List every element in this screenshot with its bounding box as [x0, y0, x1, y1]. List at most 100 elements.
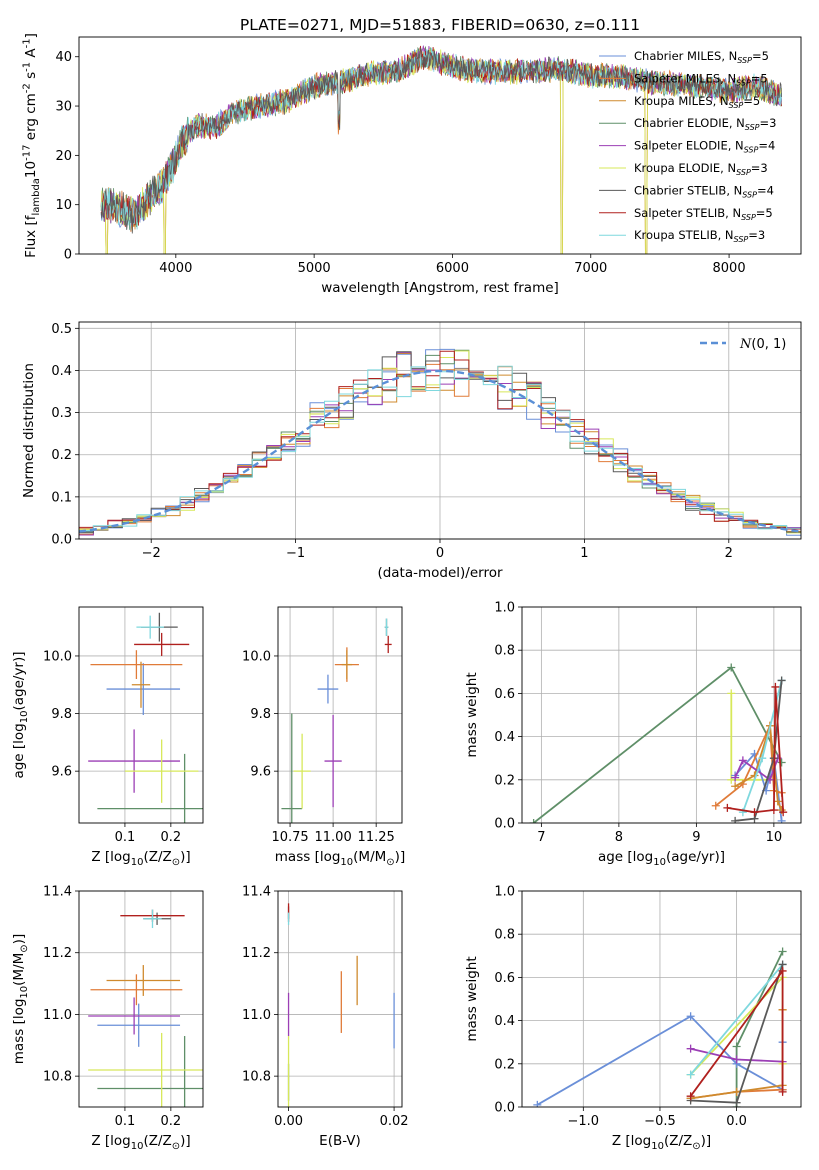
y-tick-label: 0.0 — [494, 817, 515, 832]
legend-label: Salpeter ELODIE, NSSP=4 — [634, 139, 775, 155]
weight-marker — [529, 819, 538, 823]
weight-marker — [779, 808, 788, 817]
errorbar-point-4 — [88, 729, 181, 793]
x-tick-label: −2 — [142, 546, 161, 561]
errorbar-point-8 — [143, 909, 162, 929]
legend-label: Kroupa MILES, NSSP=5 — [634, 94, 760, 110]
errorbar-point-5 — [88, 1032, 203, 1107]
axes-frame — [78, 36, 802, 255]
weight-marker — [778, 947, 787, 956]
weight-marker — [731, 782, 740, 791]
axes-frame — [78, 890, 204, 1108]
panel-age_vs_Z: 0.1 0.2 9.6 9.8 10.0 Z [log10​(Z/Z⊙​)] age [lo… — [11, 606, 204, 868]
errorbar-point-7 — [384, 635, 392, 654]
y-tick-label: 0.2 — [494, 1057, 515, 1072]
spectrum-legend: Chabrier MILES, NSSP=5 Salpeter MILES, NS… — [599, 49, 776, 244]
x-tick-label: 4000 — [159, 261, 192, 276]
x-tick-label: 9 — [692, 830, 700, 845]
y-tick-label: 10.0 — [43, 649, 72, 664]
plot-area — [79, 348, 801, 536]
x-tick-label: −0.5 — [644, 1114, 676, 1129]
y-tick-label: 0.6 — [494, 971, 515, 986]
y-tick-label: 0.2 — [51, 448, 72, 463]
figure-title: PLATE=0271, MJD=51883, FIBERID=0630, z=0… — [240, 16, 640, 34]
x-tick-label: 5000 — [298, 261, 331, 276]
x-tick-label: 0.1 — [115, 1114, 136, 1129]
weight-marker — [777, 758, 786, 767]
x-axis-label: Z [log10​(Z/Z⊙​)] — [612, 1133, 711, 1152]
y-tick-label: 11.0 — [242, 1008, 271, 1023]
y-tick-label: 0.0 — [494, 1101, 515, 1116]
x-tick-label: 0.00 — [274, 1114, 303, 1129]
weight-line-3 — [533, 666, 783, 823]
weight-marker — [727, 663, 736, 672]
x-tick-label: 2 — [725, 546, 733, 561]
errorbar-point-4 — [88, 997, 181, 1035]
x-tick-label: 6000 — [436, 261, 469, 276]
errorbar-point-5 — [293, 733, 311, 809]
y-tick-label: 11.4 — [242, 885, 271, 900]
y-tick-label: 0.8 — [494, 928, 515, 943]
plot-area — [100, 45, 782, 254]
y-tick-label: 11.2 — [43, 946, 72, 961]
x-tick-label: 0.1 — [115, 830, 136, 845]
weight-marker — [758, 754, 767, 763]
x-axis-label: wavelength [Angstrom, rest frame] — [321, 280, 559, 296]
panel-residuals: −2 −1 0 1 2 0.0 0.1 0.2 0.3 0.4 0.5 (data-model)/er… — [21, 321, 802, 581]
y-axis-label: Flux [flambda​10-17​ erg cm-2​ s-1​ A-1​… — [22, 33, 42, 258]
y-tick-label: 9.8 — [51, 707, 72, 722]
weight-marker — [686, 1070, 695, 1079]
x-tick-label: 1 — [580, 546, 588, 561]
weight-marker — [732, 1098, 741, 1107]
panel-weight_vs_Z: −1.0 −0.5 0.0 0.0 0.2 0.4 0.6 0.8 1.0 Z [log10​(Z… — [464, 885, 802, 1152]
panel-spectrum: 4000 5000 6000 7000 8000 0 10 20 30 40 wavelength … — [22, 33, 802, 296]
y-tick-label: 0 — [64, 248, 72, 263]
x-tick-label: 0.2 — [161, 830, 182, 845]
errorbar-point-3 — [97, 1036, 203, 1107]
panel-mass_vs_Z: 0.1 0.2 10.8 11.0 11.2 11.4 Z [log10​(Z/Z⊙​)] m… — [11, 885, 204, 1152]
x-tick-label: 8 — [615, 830, 623, 845]
plot-area — [281, 618, 392, 823]
y-tick-label: 11.0 — [43, 1008, 72, 1023]
errorbar-point-2 — [341, 650, 353, 679]
weight-marker — [727, 689, 736, 698]
errorbar-point-0 — [317, 674, 339, 704]
panel-mass_vs_EBV: 0.00 0.02 10.8 11.0 11.2 11.4 E(B-V) — [242, 885, 409, 1150]
y-tick-label: 0.8 — [494, 644, 515, 659]
y-tick-label: 10.0 — [242, 649, 271, 664]
x-axis-label: Z [log10​(Z/Z⊙​)] — [91, 1133, 190, 1152]
x-axis-label: (data-model)/error — [377, 565, 503, 581]
x-tick-label: 0.02 — [380, 1114, 409, 1129]
weight-marker — [686, 1092, 695, 1101]
weight-marker — [732, 1042, 741, 1051]
y-tick-label: 0.2 — [494, 773, 515, 788]
weight-marker — [686, 1012, 695, 1021]
errorbar-point-8 — [384, 618, 389, 636]
x-tick-label: 0.2 — [161, 1114, 182, 1129]
y-axis-label: Normed distribution — [21, 363, 37, 498]
errorbar-point-0 — [106, 663, 181, 715]
errorbar-point-5 — [124, 739, 199, 803]
y-tick-label: 1.0 — [494, 601, 515, 616]
y-axis-label: mass weight — [464, 672, 480, 757]
x-axis-label: E(B-V) — [319, 1133, 361, 1149]
y-tick-label: 20 — [55, 149, 72, 164]
plot-area — [88, 909, 203, 1107]
legend-label: Kroupa ELODIE, NSSP=3 — [634, 161, 768, 177]
axes-frame — [277, 606, 403, 824]
weight-marker — [777, 676, 786, 685]
legend-label: Chabrier STELIB, NSSP=4 — [634, 183, 774, 199]
y-tick-label: 9.6 — [51, 765, 72, 780]
weight-marker — [686, 1044, 695, 1053]
axes-frame — [277, 890, 403, 1108]
plot-area — [287, 903, 395, 1107]
x-tick-label: 8000 — [713, 261, 746, 276]
weight-line-7 — [727, 686, 785, 814]
y-tick-label: 0.0 — [51, 533, 72, 548]
axes-frame — [521, 606, 802, 824]
axes-frame — [78, 606, 204, 824]
errorbar-point-3 — [281, 713, 303, 823]
weight-marker — [533, 1100, 542, 1107]
y-tick-label: 0.4 — [494, 1014, 515, 1029]
x-tick-label: 0 — [436, 546, 444, 561]
